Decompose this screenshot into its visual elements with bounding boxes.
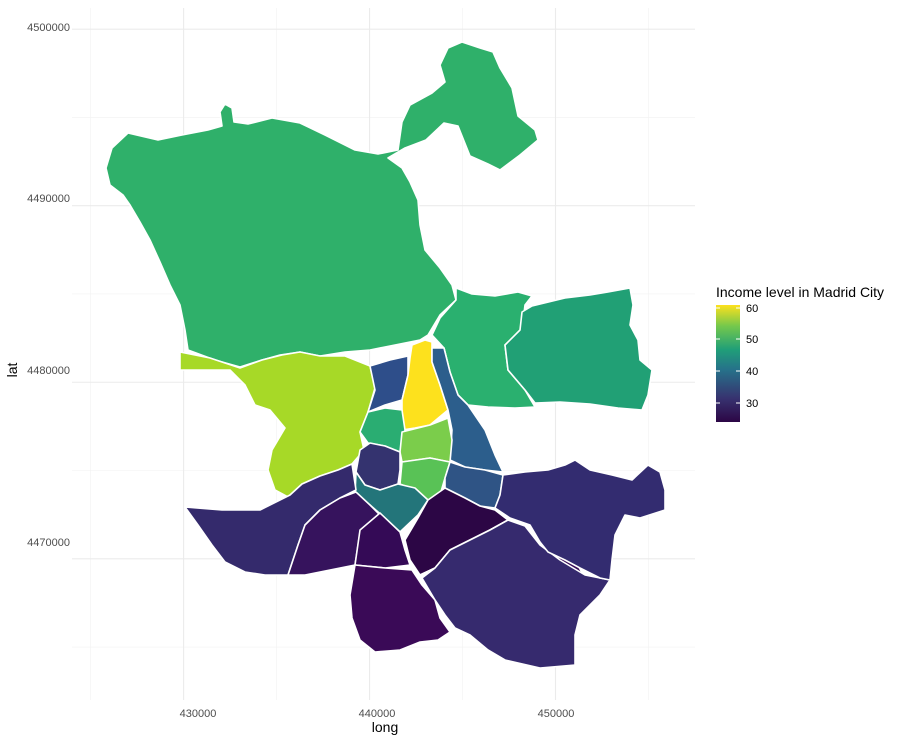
district-usera[interactable] xyxy=(354,512,411,569)
legend-tick-label: 30 xyxy=(746,398,758,410)
legend-tick-label: 40 xyxy=(746,366,758,378)
y-tick-label: 4470000 xyxy=(27,537,70,549)
district-barajas[interactable] xyxy=(504,287,653,411)
x-tick-label: 430000 xyxy=(180,708,217,720)
y-tick-label: 4500000 xyxy=(27,22,70,34)
district-polygons xyxy=(105,41,666,669)
x-axis-tick-labels: 430000 440000 450000 xyxy=(180,708,575,720)
y-tick-label: 4480000 xyxy=(27,365,70,377)
x-tick-label: 440000 xyxy=(359,708,396,720)
district-villa-de-vallecas[interactable] xyxy=(421,519,611,669)
legend: Income level in Madrid City 30 40 50 60 xyxy=(716,284,884,422)
x-axis-title: long xyxy=(372,719,398,735)
x-tick-label: 450000 xyxy=(538,708,575,720)
legend-title: Income level in Madrid City xyxy=(716,284,884,300)
district-hortaleza[interactable] xyxy=(431,287,536,409)
district-ciudad-lineal[interactable] xyxy=(431,347,504,473)
district-vicalvaro[interactable] xyxy=(494,459,666,581)
legend-tick-label: 50 xyxy=(746,334,758,346)
legend-colorbar xyxy=(716,305,740,422)
y-axis-tick-labels: 4470000 4480000 4490000 4500000 xyxy=(27,22,70,549)
district-salamanca[interactable] xyxy=(399,417,453,463)
district-villaverde[interactable] xyxy=(349,564,451,653)
district-fuencarral-el-pardo[interactable] xyxy=(105,41,539,368)
legend-ticks xyxy=(716,307,740,404)
district-carabanchel[interactable] xyxy=(287,491,381,576)
y-axis-title: lat xyxy=(4,363,20,378)
y-tick-label: 4490000 xyxy=(27,193,70,205)
legend-tick-label: 60 xyxy=(746,303,758,315)
